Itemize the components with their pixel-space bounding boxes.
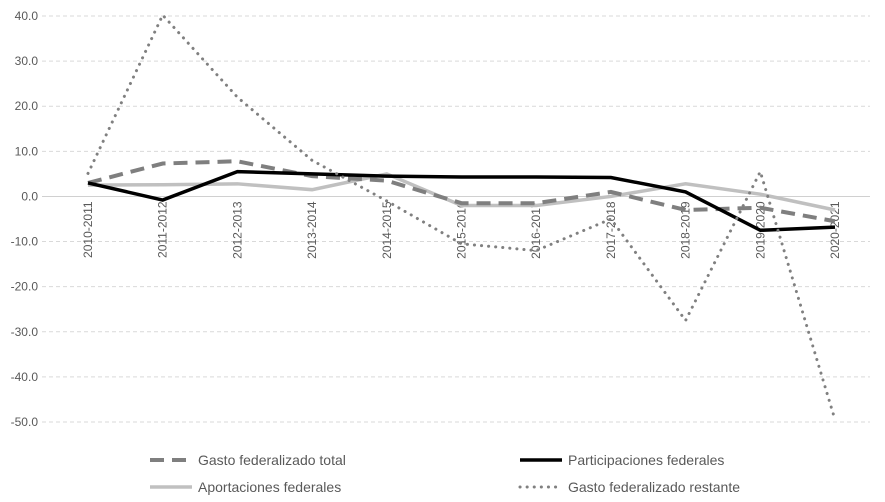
x-tick-label: 2011-2012 (156, 201, 170, 258)
series-line-3 (87, 172, 836, 212)
y-tick-label: 10.0 (15, 144, 39, 158)
y-tick-label: -10.0 (11, 235, 39, 249)
legend-label: Aportaciones federales (198, 479, 341, 495)
x-tick-label: 2013-2014 (305, 201, 319, 259)
y-tick-label: -30.0 (11, 325, 39, 339)
y-tick-label: -50.0 (11, 415, 39, 429)
legend-label: Gasto federalizado restante (568, 479, 740, 495)
x-tick-label: 2015-2016 (455, 201, 469, 259)
y-tick-label: 30.0 (15, 54, 39, 68)
x-tick-label: 2016-2017 (529, 201, 543, 259)
series-line-2 (87, 169, 836, 233)
x-tick-label: 2017-2018 (604, 201, 618, 259)
legend-label: Gasto federalizado total (198, 452, 346, 468)
x-tick-label: 2018-2019 (679, 201, 693, 259)
y-tick-label: 20.0 (15, 99, 39, 113)
y-tick-label: 0.0 (21, 189, 38, 203)
x-tick-label: 2010-2011 (81, 201, 95, 258)
series-line-1 (87, 159, 836, 224)
y-tick-label: -20.0 (11, 280, 39, 294)
x-tick-label: 2014-2015 (380, 201, 394, 259)
y-tick-label: -40.0 (11, 370, 39, 384)
series-line-4 (86, 12, 837, 422)
x-tick-label: 2020-2021 (828, 201, 842, 259)
y-tick-label: 40.0 (15, 9, 39, 23)
legend-label: Participaciones federales (568, 452, 724, 468)
x-tick-label: 2012-2013 (230, 201, 244, 259)
